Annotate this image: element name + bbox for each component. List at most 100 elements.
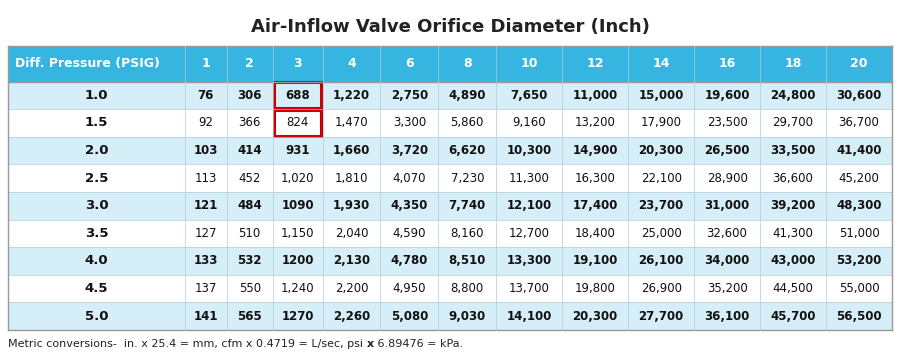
Text: 43,000: 43,000 bbox=[770, 255, 815, 267]
Bar bbox=[496, 164, 562, 192]
Text: 3.5: 3.5 bbox=[85, 227, 108, 240]
Bar bbox=[694, 247, 760, 275]
Bar bbox=[826, 275, 892, 303]
Bar bbox=[227, 137, 273, 164]
Text: 17,400: 17,400 bbox=[572, 199, 618, 212]
Text: 1,220: 1,220 bbox=[333, 89, 370, 102]
Text: 26,100: 26,100 bbox=[638, 255, 684, 267]
Text: 31,000: 31,000 bbox=[705, 199, 750, 212]
Text: 8: 8 bbox=[463, 57, 472, 70]
Text: Metric conversions-  in. x 25.4 = mm, cfm x 0.4719 = L/sec, psi: Metric conversions- in. x 25.4 = mm, cfm… bbox=[8, 339, 366, 349]
Text: 17,900: 17,900 bbox=[641, 116, 681, 129]
Text: 36,100: 36,100 bbox=[705, 310, 750, 323]
Text: 1,150: 1,150 bbox=[281, 227, 314, 240]
Bar bbox=[322, 109, 381, 137]
Text: 8,800: 8,800 bbox=[451, 282, 484, 295]
Bar bbox=[694, 275, 760, 303]
Bar bbox=[826, 247, 892, 275]
Text: 12,700: 12,700 bbox=[508, 227, 550, 240]
Text: 6: 6 bbox=[405, 57, 414, 70]
Text: 532: 532 bbox=[238, 255, 262, 267]
Text: 4,590: 4,590 bbox=[392, 227, 426, 240]
Bar bbox=[826, 46, 892, 82]
Text: 25,000: 25,000 bbox=[641, 227, 681, 240]
Text: 3: 3 bbox=[293, 57, 302, 70]
Bar bbox=[438, 275, 496, 303]
Text: 92: 92 bbox=[198, 116, 213, 129]
Bar bbox=[185, 82, 227, 109]
Bar bbox=[826, 192, 892, 219]
Bar bbox=[760, 303, 826, 330]
Bar bbox=[562, 46, 628, 82]
Bar bbox=[322, 303, 381, 330]
Text: 26,500: 26,500 bbox=[705, 144, 750, 157]
Text: 2.0: 2.0 bbox=[85, 144, 108, 157]
Bar bbox=[8, 247, 185, 275]
Bar bbox=[227, 219, 273, 247]
Text: 10,300: 10,300 bbox=[507, 144, 552, 157]
Text: 3,720: 3,720 bbox=[391, 144, 428, 157]
Bar bbox=[628, 46, 694, 82]
Bar bbox=[628, 303, 694, 330]
Text: 8,160: 8,160 bbox=[451, 227, 484, 240]
Text: 1,020: 1,020 bbox=[281, 171, 314, 185]
Bar bbox=[438, 303, 496, 330]
Bar bbox=[185, 46, 227, 82]
Bar bbox=[438, 137, 496, 164]
Bar bbox=[438, 219, 496, 247]
Bar bbox=[8, 82, 185, 109]
Bar bbox=[496, 275, 562, 303]
Bar bbox=[227, 192, 273, 219]
Text: 550: 550 bbox=[238, 282, 261, 295]
Bar bbox=[273, 192, 322, 219]
Bar bbox=[562, 275, 628, 303]
Bar bbox=[628, 109, 694, 137]
Bar bbox=[322, 219, 381, 247]
Text: 16,300: 16,300 bbox=[575, 171, 616, 185]
Bar bbox=[185, 192, 227, 219]
Text: 10: 10 bbox=[520, 57, 538, 70]
Bar bbox=[381, 247, 438, 275]
Text: 23,500: 23,500 bbox=[706, 116, 748, 129]
Bar bbox=[185, 164, 227, 192]
Bar bbox=[628, 275, 694, 303]
Bar bbox=[273, 247, 322, 275]
Text: 18: 18 bbox=[785, 57, 802, 70]
Bar bbox=[185, 137, 227, 164]
Text: 18,400: 18,400 bbox=[575, 227, 616, 240]
Bar bbox=[496, 219, 562, 247]
Bar bbox=[760, 219, 826, 247]
Text: 931: 931 bbox=[285, 144, 310, 157]
Bar bbox=[826, 164, 892, 192]
Text: 45,700: 45,700 bbox=[770, 310, 815, 323]
Bar bbox=[273, 275, 322, 303]
Text: 9,160: 9,160 bbox=[512, 116, 546, 129]
Text: 28,900: 28,900 bbox=[706, 171, 748, 185]
Bar bbox=[8, 275, 185, 303]
Bar bbox=[562, 192, 628, 219]
Text: 306: 306 bbox=[238, 89, 262, 102]
Text: 510: 510 bbox=[238, 227, 261, 240]
Text: 5.0: 5.0 bbox=[85, 310, 108, 323]
Text: 1,240: 1,240 bbox=[281, 282, 314, 295]
Text: 3.0: 3.0 bbox=[85, 199, 108, 212]
Bar bbox=[322, 192, 381, 219]
Text: 14,900: 14,900 bbox=[572, 144, 618, 157]
Text: 11,300: 11,300 bbox=[508, 171, 550, 185]
Bar bbox=[628, 82, 694, 109]
Bar bbox=[185, 303, 227, 330]
Bar bbox=[438, 46, 496, 82]
Bar bbox=[8, 164, 185, 192]
Text: 133: 133 bbox=[194, 255, 218, 267]
Text: 2,750: 2,750 bbox=[391, 89, 428, 102]
Bar bbox=[562, 109, 628, 137]
Text: 44,500: 44,500 bbox=[772, 282, 814, 295]
Text: 20,300: 20,300 bbox=[638, 144, 684, 157]
Text: 1,930: 1,930 bbox=[333, 199, 370, 212]
Text: 11,000: 11,000 bbox=[572, 89, 617, 102]
Bar bbox=[274, 82, 320, 108]
Bar bbox=[628, 137, 694, 164]
Text: 1090: 1090 bbox=[282, 199, 314, 212]
Text: 2.5: 2.5 bbox=[85, 171, 108, 185]
Bar bbox=[8, 219, 185, 247]
